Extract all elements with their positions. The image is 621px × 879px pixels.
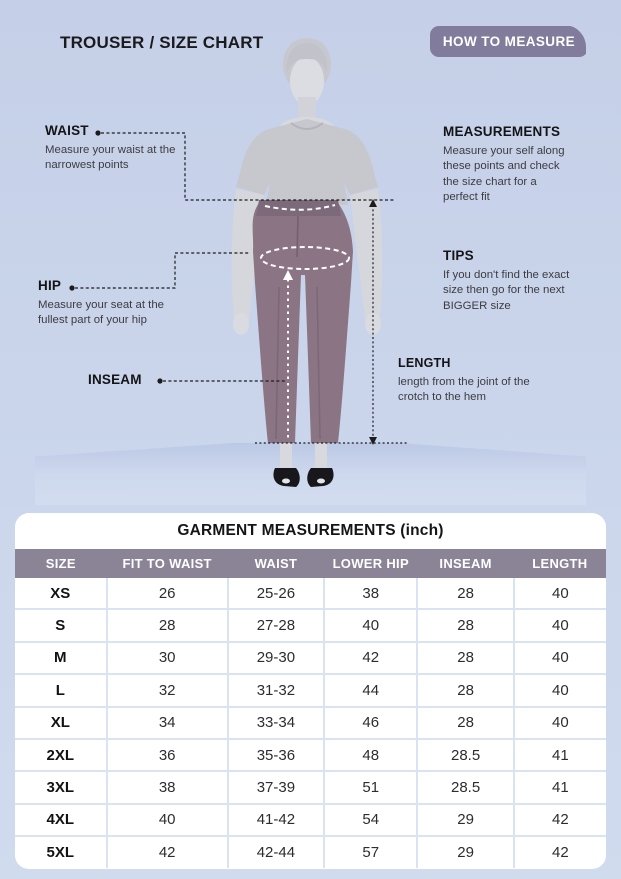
measurement-cell: 28 xyxy=(416,673,515,708)
measurements-callout: MEASUREMENTS Measure your self along the… xyxy=(443,124,571,205)
measurement-cell: 51 xyxy=(323,770,419,805)
measurement-cell: 42 xyxy=(323,640,419,676)
measurement-cell: 42-44 xyxy=(226,835,326,868)
waist-label: WAIST xyxy=(45,123,89,138)
measurement-lines xyxy=(69,130,407,445)
measurement-cell: 28 xyxy=(416,705,515,740)
table-body: XS 26 25-26 38 28 40 S 28 27-28 40 28 40 M 30 29-30 42 2… xyxy=(15,578,606,868)
size-cell: 4XL xyxy=(15,802,108,838)
size-cell: 3XL xyxy=(15,770,108,805)
measurement-cell: 34 xyxy=(105,705,229,740)
size-cell: M xyxy=(15,640,108,676)
size-row: M 30 29-30 42 28 40 xyxy=(15,640,606,676)
measurement-cell: 48 xyxy=(323,737,419,773)
how-to-measure-panel: TROUSER / SIZE CHART HOW TO MEASURE WAIS… xyxy=(35,25,586,505)
measurement-cell: 28 xyxy=(105,608,229,643)
length-label: LENGTH xyxy=(398,356,451,370)
table-title: GARMENT MEASUREMENTS (inch) xyxy=(177,522,444,539)
page-title: TROUSER / SIZE CHART xyxy=(60,33,264,52)
how-to-measure-badge: HOW TO MEASURE xyxy=(429,26,586,57)
garment-guide-lines xyxy=(260,204,350,439)
measurement-cell: 41-42 xyxy=(226,802,326,838)
size-cell: XL xyxy=(15,705,108,740)
measurement-cell: 40 xyxy=(323,608,419,643)
measurement-cell: 38 xyxy=(323,578,419,611)
measurement-cell: 41 xyxy=(512,737,606,773)
measurement-cell: 42 xyxy=(512,802,606,838)
measurement-cell: 29 xyxy=(416,835,515,868)
measurement-cell: 40 xyxy=(105,802,229,838)
size-cell: L xyxy=(15,673,108,708)
size-row: XL 34 33-34 46 28 40 xyxy=(15,705,606,740)
measurement-cell: 30 xyxy=(105,640,229,676)
measurement-cell: 41 xyxy=(512,770,606,805)
waist-description: Measure your waist at the narrowest poin… xyxy=(45,144,176,172)
hip-description: Measure your seat at the fullest part of… xyxy=(38,299,164,327)
measurement-cell: 46 xyxy=(323,705,419,740)
length-description: length from the joint of the crotch to t… xyxy=(398,376,530,404)
measurement-cell: 57 xyxy=(323,835,419,868)
column-header: FIT TO WAIST xyxy=(106,549,228,578)
measurement-cell: 40 xyxy=(512,673,606,708)
measurement-cell: 26 xyxy=(105,578,229,611)
tips-label: TIPS xyxy=(443,248,474,263)
size-row: 4XL 40 41-42 54 29 42 xyxy=(15,802,606,838)
measurement-cell: 28.5 xyxy=(416,737,515,773)
measurement-cell: 40 xyxy=(512,608,606,643)
size-cell: XS xyxy=(15,578,108,611)
tips-description: If you don't find the exact size then go… xyxy=(443,269,570,312)
length-callout: LENGTH length from the joint of the crot… xyxy=(398,356,538,406)
measurement-cell: 32 xyxy=(105,673,229,708)
measurement-cell: 28 xyxy=(416,608,515,643)
measurements-label: MEASUREMENTS xyxy=(443,124,561,139)
size-cell: 2XL xyxy=(15,737,108,773)
column-header: LOWER HIP xyxy=(324,549,418,578)
measurement-cell: 40 xyxy=(512,578,606,611)
hip-label: HIP xyxy=(38,278,62,293)
measurement-cell: 28 xyxy=(416,578,515,611)
measurement-cell: 42 xyxy=(105,835,229,868)
mannequin-figure xyxy=(69,38,407,487)
measurement-cell: 28 xyxy=(416,640,515,676)
inseam-label: INSEAM xyxy=(88,372,142,387)
size-table: SIZE FIT TO WAIST WAIST LOWER HIP INSEAM LENG… xyxy=(15,549,606,868)
size-row: XS 26 25-26 38 28 40 xyxy=(15,578,606,611)
size-row: S 28 27-28 40 28 40 xyxy=(15,608,606,643)
size-cell: S xyxy=(15,608,108,643)
size-row: 3XL 38 37-39 51 28.5 41 xyxy=(15,770,606,805)
measurement-cell: 35-36 xyxy=(226,737,326,773)
tips-callout: TIPS If you don't find the exact size th… xyxy=(443,248,575,314)
measurement-cell: 38 xyxy=(105,770,229,805)
measurement-cell: 40 xyxy=(512,640,606,676)
measurements-description: Measure your self along these points and… xyxy=(443,145,565,203)
measurement-cell: 29 xyxy=(416,802,515,838)
column-header: INSEAM xyxy=(417,549,514,578)
size-cell: 5XL xyxy=(15,835,108,868)
measurement-cell: 25-26 xyxy=(226,578,326,611)
column-header: SIZE xyxy=(15,549,107,578)
size-row: L 32 31-32 44 28 40 xyxy=(15,673,606,708)
size-row: 2XL 36 35-36 48 28.5 41 xyxy=(15,737,606,773)
measurement-cell: 37-39 xyxy=(226,770,326,805)
measurement-cell: 44 xyxy=(323,673,419,708)
column-header: LENGTH xyxy=(513,549,606,578)
garment-measurements-card: GARMENT MEASUREMENTS (inch) SIZE FIT TO W… xyxy=(15,513,606,869)
mannequin-body xyxy=(231,38,383,487)
measurement-cell: 31-32 xyxy=(226,673,326,708)
measurement-cell: 36 xyxy=(105,737,229,773)
measurement-cell: 54 xyxy=(323,802,419,838)
measurement-cell: 40 xyxy=(512,705,606,740)
table-header-row: SIZE FIT TO WAIST WAIST LOWER HIP INSEAM LENG… xyxy=(15,549,606,578)
size-row: 5XL 42 42-44 57 29 42 xyxy=(15,835,606,868)
measurement-cell: 42 xyxy=(512,835,606,868)
measurement-cell: 29-30 xyxy=(226,640,326,676)
hip-callout: HIP Measure your seat at the fullest par… xyxy=(38,278,183,329)
waist-callout: WAIST Measure your waist at the narrowes… xyxy=(45,123,210,174)
measurement-cell: 28.5 xyxy=(416,770,515,805)
measurement-cell: 33-34 xyxy=(226,705,326,740)
column-header: WAIST xyxy=(227,549,325,578)
inseam-callout: INSEAM xyxy=(88,372,142,387)
measurement-cell: 27-28 xyxy=(226,608,326,643)
